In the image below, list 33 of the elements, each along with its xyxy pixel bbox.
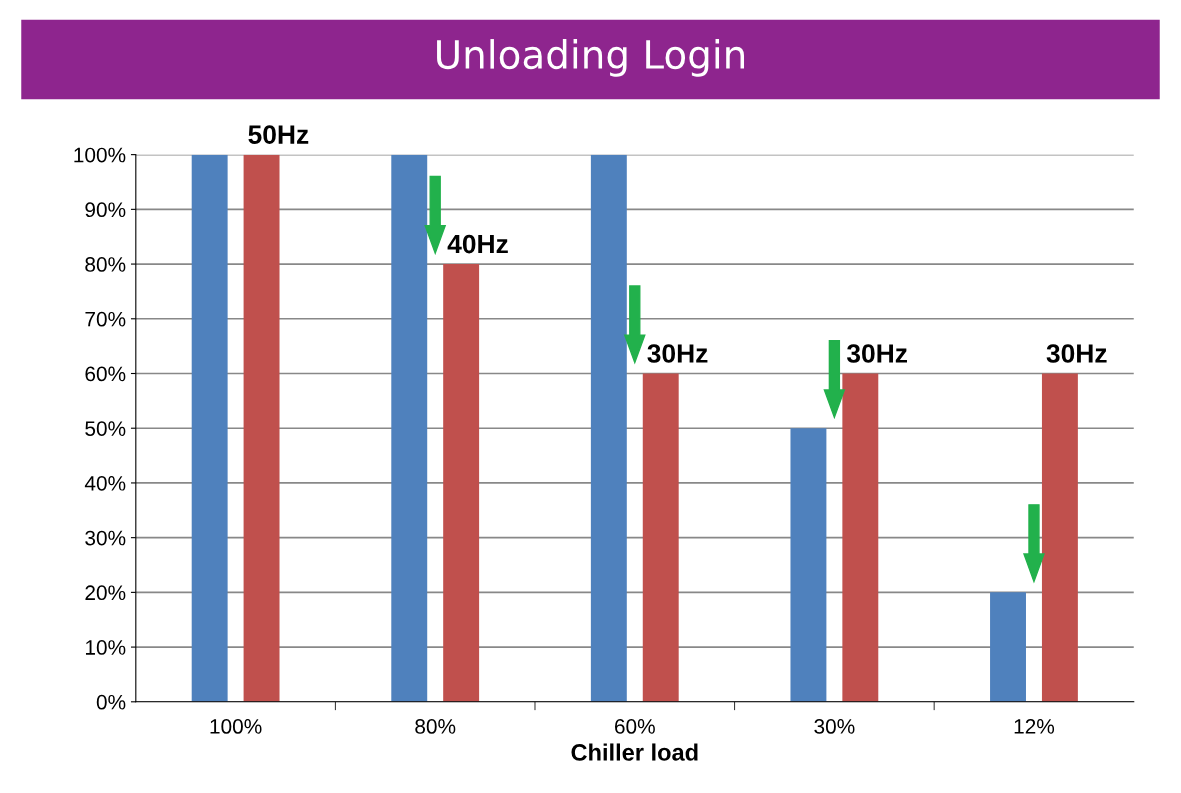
y-tick-label: 80% bbox=[85, 257, 126, 272]
bar bbox=[1041, 373, 1078, 702]
y-tick-label: 30% bbox=[85, 530, 126, 546]
y-tick-label: 70% bbox=[85, 311, 126, 327]
bar bbox=[243, 154, 280, 702]
bar bbox=[590, 154, 627, 702]
bar bbox=[842, 373, 879, 702]
x-tick-label: 80% bbox=[415, 719, 456, 734]
bar bbox=[391, 154, 428, 702]
annotation: 30Hz bbox=[846, 344, 907, 363]
y-tick-label: 40% bbox=[84, 475, 126, 491]
chart-title: Unloading Login bbox=[437, 39, 745, 77]
bar bbox=[642, 373, 679, 702]
y-tick-label: 60% bbox=[85, 366, 126, 382]
y-tick-label: 90% bbox=[85, 202, 126, 218]
bar bbox=[790, 428, 827, 702]
y-tick-label: 0% bbox=[96, 694, 126, 710]
x-axis-title: Chiller load bbox=[571, 743, 698, 761]
annotation: 30Hz bbox=[647, 344, 708, 363]
x-tick-label: 12% bbox=[1014, 719, 1055, 734]
y-tick-label: 100% bbox=[74, 147, 126, 163]
bar bbox=[990, 592, 1026, 702]
bar bbox=[443, 264, 480, 702]
x-tick-label: 60% bbox=[615, 719, 655, 734]
annotation: 30Hz bbox=[1046, 344, 1107, 363]
y-tick-label: 20% bbox=[85, 585, 126, 601]
y-tick-label: 50% bbox=[85, 421, 126, 436]
text: 50Hz bbox=[248, 125, 309, 144]
annotation: 40Hz bbox=[447, 234, 508, 254]
y-tick-label: 10% bbox=[85, 640, 126, 655]
x-tick-label: 30% bbox=[814, 719, 855, 734]
bar bbox=[191, 154, 228, 702]
x-tick-label: 100% bbox=[210, 719, 262, 734]
